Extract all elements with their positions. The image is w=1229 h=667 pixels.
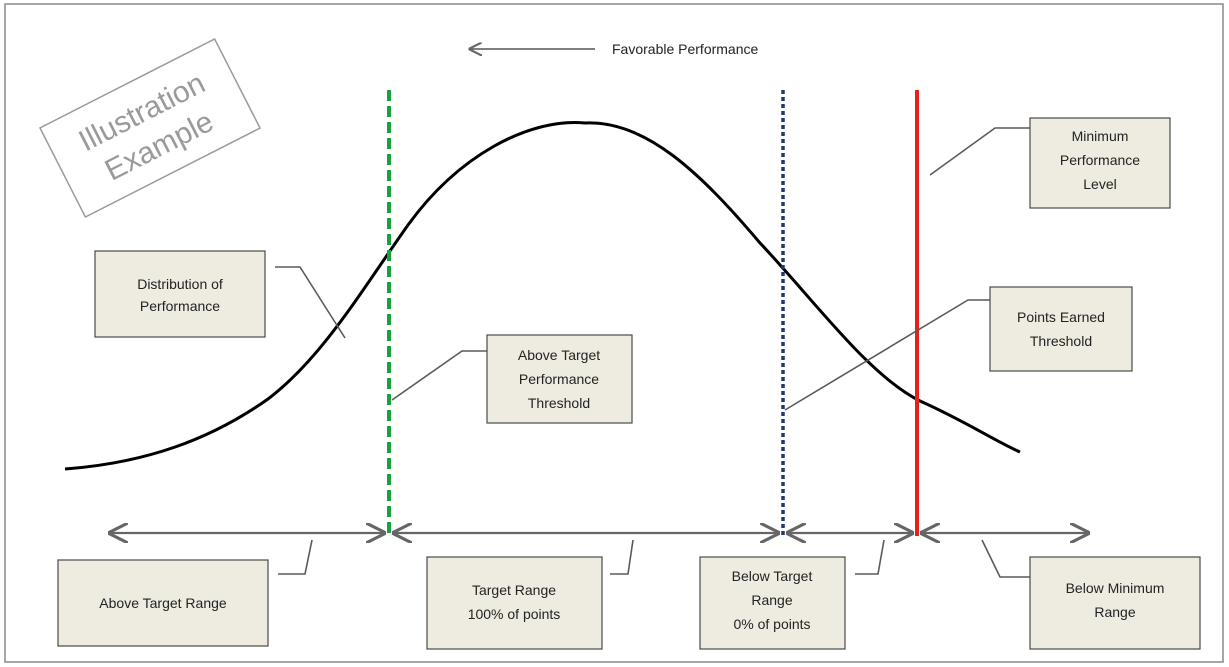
above-target-range-label: Above Target Range (99, 595, 227, 611)
below-minimum-range-box: Below Minimum Range (1029, 556, 1201, 650)
below-target-range-line-3: 0% of points (733, 616, 810, 632)
below-target-range-box: Below Target Range 0% of points (699, 556, 846, 650)
above-target-threshold-callout: Above Target Performance Threshold (486, 334, 633, 424)
minimum-performance-callout: Minimum Performance Level (1029, 117, 1171, 209)
favorable-performance-label: Favorable Performance (612, 41, 759, 57)
distribution-curve (64, 121, 1021, 471)
below-minimum-range-line-2: Range (1094, 604, 1135, 620)
leader-below-minimum-range (981, 539, 1030, 578)
above-target-range-box: Above Target Range (57, 559, 269, 647)
points-earned-line-2: Threshold (1030, 333, 1092, 349)
distribution-label-line-2: Performance (140, 298, 220, 314)
leader-minimum-performance (929, 127, 1030, 176)
minimum-performance-line-2: Performance (1060, 152, 1140, 168)
below-target-range-line-1: Below Target (732, 568, 813, 584)
below-target-range-line-2: Range (751, 592, 792, 608)
minimum-performance-line-3: Level (1083, 176, 1116, 192)
leader-above-target-range (278, 539, 313, 575)
leader-points-earned (784, 299, 990, 411)
target-range-box: Target Range 100% of points (426, 556, 603, 650)
above-target-threshold-line-1: Above Target (518, 347, 600, 363)
minimum-performance-line-1: Minimum (1072, 128, 1129, 144)
leader-below-target-range (855, 539, 885, 575)
target-range-line-1: Target Range (472, 582, 556, 598)
points-earned-threshold-callout: Points Earned Threshold (989, 286, 1133, 372)
leader-distribution (275, 266, 346, 339)
below-minimum-range-line-1: Below Minimum (1066, 580, 1165, 596)
distribution-of-performance-callout: Distribution of Performance (94, 250, 266, 338)
above-target-threshold-line-2: Performance (519, 371, 599, 387)
distribution-label-line-1: Distribution of (137, 276, 223, 292)
leader-above-target-threshold (391, 350, 487, 401)
target-range-line-2: 100% of points (468, 606, 561, 622)
above-target-threshold-line-3: Threshold (528, 395, 590, 411)
leader-target-range (610, 539, 634, 575)
points-earned-line-1: Points Earned (1017, 309, 1105, 325)
